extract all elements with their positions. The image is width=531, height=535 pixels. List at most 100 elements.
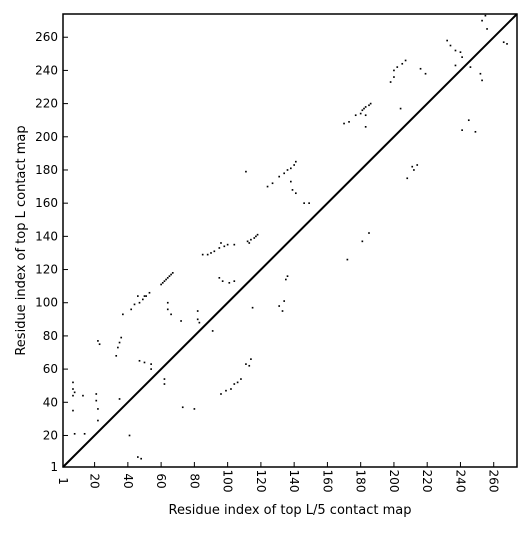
contact-point [506,43,508,45]
contact-point [294,160,297,163]
contact-point [364,126,367,128]
contact-point [446,39,448,42]
contact-point [170,313,172,316]
contact-point [181,406,184,409]
y-tick-label: 260 [35,30,58,44]
contact-point [251,306,254,309]
contact-point [393,69,395,72]
contact-point [502,41,505,44]
x-tick-label: 140 [287,470,301,493]
contact-point [245,170,247,173]
contact-point [163,280,166,282]
contact-point [163,378,166,380]
y-tick-label: 220 [35,97,58,111]
contact-point [419,67,422,70]
contact-point [479,72,482,75]
contact-point [283,172,286,175]
contact-point [223,245,226,248]
contact-point [72,381,74,384]
y-tick-label: 60 [43,362,58,376]
y-tick-label: 1 [50,460,58,474]
contact-point [140,457,142,460]
y-tick-label: 140 [35,229,58,243]
contact-point [364,106,367,108]
contact-point [286,169,289,171]
contact-point [343,122,345,125]
x-tick-label: 40 [121,473,135,488]
contact-point [474,130,477,133]
contact-point [461,56,463,58]
contact-point [389,81,392,83]
contact-point [484,14,487,17]
contact-point [133,303,136,306]
contact-point [250,238,252,241]
contact-point [255,235,257,238]
contact-point [218,247,221,249]
contact-point [72,394,74,397]
contact-point [122,313,124,316]
contact-point [196,310,199,312]
contact-point [171,272,174,274]
contact-point [293,164,295,166]
y-tick-label: 100 [35,296,58,310]
contact-point [118,398,121,400]
contact-point [225,389,227,392]
contact-point [404,59,407,62]
contact-point [138,359,141,362]
contact-point [467,119,470,122]
contact-point [150,363,152,365]
contact-point [95,393,98,395]
x-tick-label: 160 [320,470,334,493]
contact-point [248,364,251,367]
x-tick-label: 240 [453,470,467,493]
contact-point [469,66,472,68]
contact-point [137,456,139,458]
contact-point [72,388,74,390]
contact-point [278,305,281,307]
x-tick-label: 1 [56,477,70,485]
y-tick-label: 120 [35,263,58,277]
contact-point [166,308,169,311]
x-tick-label: 120 [254,470,268,493]
contact-point [166,277,169,279]
diagonal-line [62,13,518,468]
contact-point [160,283,162,286]
x-axis-ticks: 1 20 40 60 80 100 120 140 160 180 200 220 240 260 [56,462,501,492]
contact-point [481,19,483,22]
contact-point [346,258,349,261]
contact-point [401,62,404,65]
contact-point [290,167,292,170]
y-tick-label: 180 [35,163,58,177]
contact-point [161,281,164,284]
contact-point [201,253,204,256]
x-tick-label: 260 [487,470,501,493]
y-tick-label: 240 [35,63,58,77]
contact-point [170,273,172,276]
contact-point [406,177,409,180]
contact-point [290,180,292,183]
contact-point [120,336,123,339]
contact-point [246,240,249,243]
x-tick-label: 100 [221,470,235,493]
x-tick-label: 20 [88,473,102,488]
contact-point [393,76,395,78]
contact-point [97,340,99,342]
contact-point [220,242,222,244]
y-axis-label: Residue index of top L contact map [14,125,29,355]
contact-point [228,281,231,284]
contact-point [163,383,166,385]
contact-point [165,278,167,281]
marks-layer [72,14,508,460]
contact-point [95,399,98,402]
contact-point [368,232,370,234]
contact-point [193,408,196,410]
contact-point [210,252,212,254]
contact-point [196,318,199,321]
contact-point [73,391,76,394]
contact-point [72,409,74,412]
contact-point [361,109,364,112]
contact-point [206,253,209,256]
contact-point [424,72,427,75]
